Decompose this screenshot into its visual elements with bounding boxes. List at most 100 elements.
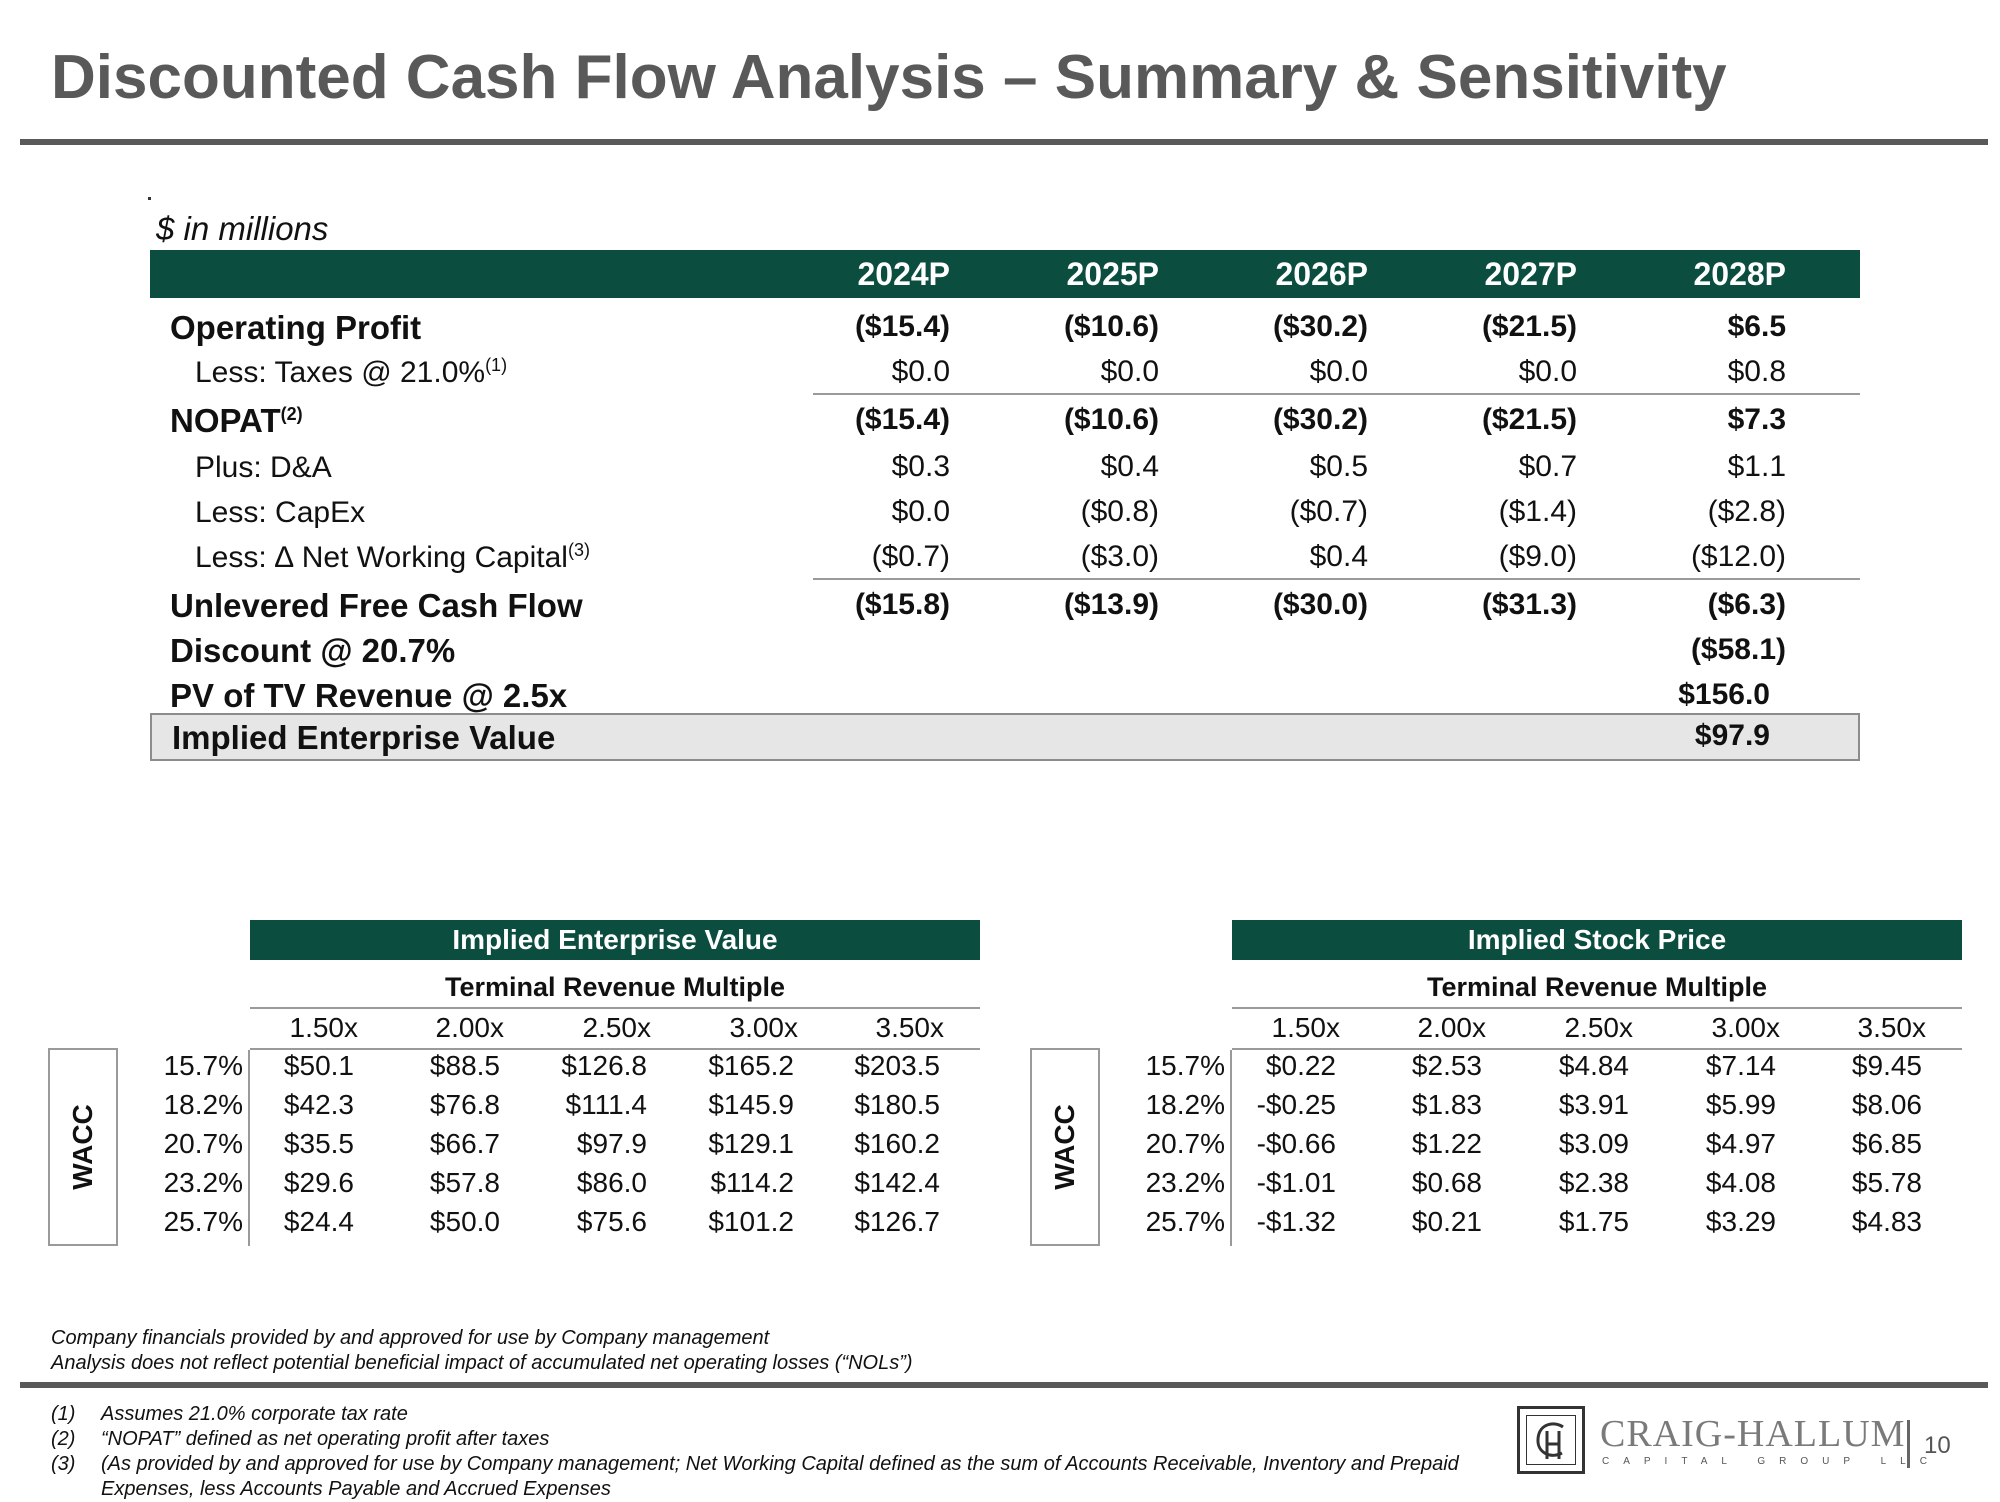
wacc-axis-label: WACC [67, 1104, 98, 1190]
sensitivity-cell: $4.84 [1558, 1050, 1629, 1081]
sensitivity-cell: $88.5 [429, 1050, 500, 1081]
implied-ev-row: Implied Enterprise Value $97.9 [150, 713, 1860, 761]
nopat-row: NOPAT(2) ($15.4) ($10.6) ($30.2) ($21.5)… [150, 398, 1860, 442]
wacc-rate: 25.7% [163, 1206, 243, 1237]
footnote-number: (1) [51, 1403, 76, 1425]
discount-row: Discount @ 20.7% ($58.1) [150, 628, 1860, 672]
sensitivity-cell: $4.83 [1851, 1206, 1922, 1237]
sensitivity-cell: $3.29 [1705, 1206, 1776, 1237]
row-value: $0.5 [1309, 450, 1368, 483]
wacc-rate: 25.7% [1145, 1206, 1225, 1237]
row-value: $7.3 [1727, 403, 1786, 436]
sensitivity-cell: $57.8 [429, 1167, 500, 1198]
sensitivity-cell: $129.1 [708, 1128, 794, 1159]
row-value: ($30.2) [1272, 403, 1368, 436]
sensitivity-cell: $2.38 [1558, 1167, 1629, 1198]
sensitivity-cell: $50.0 [429, 1206, 500, 1237]
note-line: Company financials provided by and appro… [51, 1327, 770, 1349]
row-value: $97.9 [1694, 719, 1770, 752]
row-value: ($15.8) [854, 588, 950, 621]
sensitivity-cell: $203.5 [854, 1050, 940, 1081]
wacc-rate: 15.7% [1145, 1050, 1225, 1081]
sensitivity-cell: $6.85 [1851, 1128, 1922, 1159]
sensitivity-cell: $42.3 [283, 1089, 354, 1120]
sensitivity-cell: $97.9 [576, 1128, 647, 1159]
row-value: ($21.5) [1481, 403, 1577, 436]
footnote-text: (As provided by and approved for use by … [101, 1453, 1459, 1500]
header-rule [250, 1048, 980, 1050]
sensitivity-cell: $8.06 [1851, 1089, 1922, 1120]
multiple-header: 2.00x [435, 1012, 505, 1043]
sensitivity-cell: $165.2 [708, 1050, 794, 1081]
row-value: ($30.0) [1272, 588, 1368, 621]
rate-divider [248, 1050, 250, 1246]
dcf-summary-table: 2024P 2025P 2026P 2027P 2028P Operating … [150, 250, 1860, 761]
row-value: ($12.0) [1690, 540, 1786, 573]
operating-profit-row: Operating Profit ($15.4) ($10.6) ($30.2)… [150, 305, 1860, 349]
row-label: PV of TV Revenue @ 2.5x [170, 677, 568, 714]
row-value: ($2.8) [1707, 495, 1786, 528]
page-number-divider [1907, 1420, 1910, 1468]
rate-divider [1230, 1050, 1232, 1246]
wacc-rate: 23.2% [163, 1167, 243, 1198]
sensitivity-cell: $4.97 [1705, 1128, 1776, 1159]
sensitivity-cell: $4.08 [1705, 1167, 1776, 1198]
footer-divider [20, 1382, 1988, 1388]
wacc-axis-box: WACC [1030, 1048, 1100, 1246]
row-value: ($0.8) [1080, 495, 1159, 528]
logo-inner-frame [1526, 1415, 1576, 1465]
sensitivity-cell: $7.14 [1705, 1050, 1776, 1081]
subtotal-line [813, 578, 1860, 580]
footnote-text: “NOPAT” defined as net operating profit … [101, 1428, 550, 1450]
sensitivity-cell: $29.6 [283, 1167, 354, 1198]
units-label: $ in millions [156, 210, 329, 247]
footnote-number: (3) [51, 1453, 76, 1475]
wacc-rate: 15.7% [163, 1050, 243, 1081]
sensitivity-cell: $114.2 [710, 1167, 794, 1198]
multiple-header: 2.50x [1564, 1012, 1634, 1043]
sensitivity-cell: $1.75 [1558, 1206, 1629, 1237]
multiple-header: 3.50x [1857, 1012, 1927, 1043]
row-value: ($21.5) [1481, 310, 1577, 343]
taxes-row: Less: Taxes @ 21.0%(1) $0.0 $0.0 $0.0 $0… [150, 350, 1860, 394]
row-label-text: NOPAT [170, 402, 281, 439]
subtitle-rule [1232, 1007, 1962, 1009]
sensitivity-cell: $75.6 [576, 1206, 647, 1237]
row-label: Less: ∆ Net Working Capital(3) [195, 541, 590, 575]
wacc-axis-box: WACC [48, 1048, 118, 1246]
row-label: Unlevered Free Cash Flow [170, 587, 583, 624]
multiple-header: 2.50x [582, 1012, 652, 1043]
sensitivity-cell: $24.4 [283, 1206, 354, 1237]
footnote-ref: (3) [567, 540, 590, 560]
row-value: ($30.2) [1272, 310, 1368, 343]
row-value: ($10.6) [1063, 403, 1159, 436]
year-header: 2024P [857, 256, 950, 292]
sensitivity-subtitle: Terminal Revenue Multiple [1426, 972, 1768, 1002]
sensitivity-cell: $86.0 [576, 1167, 647, 1198]
row-label: Operating Profit [170, 309, 422, 346]
capex-row: Less: CapEx $0.0 ($0.8) ($0.7) ($1.4) ($… [150, 490, 1860, 534]
ev-sensitivity-table: Implied Enterprise Value Terminal Revenu… [48, 920, 980, 1250]
sensitivity-cell: $5.78 [1851, 1167, 1922, 1198]
sensitivity-cell: -$1.32 [1256, 1206, 1336, 1237]
row-value: ($58.1) [1690, 633, 1786, 666]
wacc-axis-label: WACC [1049, 1104, 1080, 1190]
row-value: ($1.4) [1498, 495, 1577, 528]
note-line: Analysis does not reflect potential bene… [51, 1352, 913, 1374]
row-value: $0.0 [891, 495, 950, 528]
year-header-row: 2024P 2025P 2026P 2027P 2028P [150, 250, 1860, 298]
row-label: Less: CapEx [195, 496, 366, 529]
ufcf-row: Unlevered Free Cash Flow ($15.8) ($13.9)… [150, 583, 1860, 627]
da-row: Plus: D&A $0.3 $0.4 $0.5 $0.7 $1.1 [150, 445, 1860, 489]
row-label: Plus: D&A [195, 451, 332, 484]
sensitivity-cell: $180.5 [854, 1089, 940, 1120]
year-header: 2025P [1066, 256, 1159, 292]
sensitivity-cell: $0.21 [1411, 1206, 1482, 1237]
row-value: ($15.4) [854, 403, 950, 436]
row-label: Less: Taxes @ 21.0%(1) [195, 356, 507, 390]
row-label-text: Less: ∆ Net Working Capital [195, 541, 568, 574]
year-header: 2027P [1484, 256, 1577, 292]
subtitle-rule [250, 1007, 980, 1009]
row-label: Implied Enterprise Value [172, 719, 556, 756]
wacc-rate: 20.7% [1145, 1128, 1225, 1159]
